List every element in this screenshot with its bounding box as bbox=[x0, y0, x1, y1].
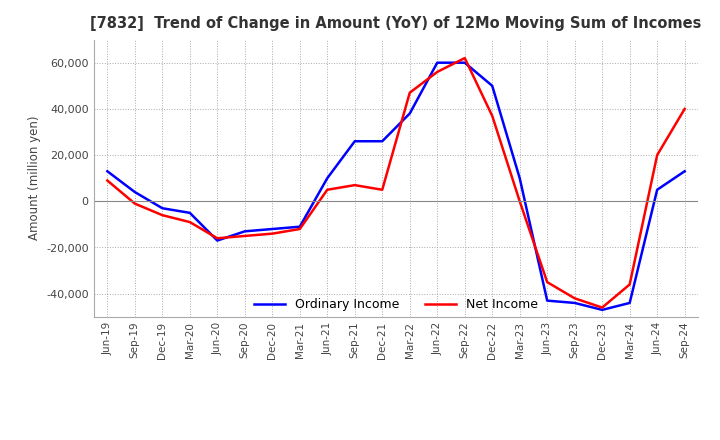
Net Income bbox=[158, 213, 166, 218]
Net Income bbox=[378, 187, 387, 192]
Net Income bbox=[598, 305, 606, 310]
Net Income bbox=[130, 201, 139, 206]
Net Income bbox=[626, 282, 634, 287]
Ordinary Income bbox=[130, 189, 139, 194]
Y-axis label: Amount (million yen): Amount (million yen) bbox=[27, 116, 40, 240]
Legend: Ordinary Income, Net Income: Ordinary Income, Net Income bbox=[249, 293, 543, 316]
Ordinary Income bbox=[103, 169, 112, 174]
Ordinary Income bbox=[543, 298, 552, 303]
Net Income bbox=[103, 178, 112, 183]
Ordinary Income bbox=[351, 139, 359, 144]
Ordinary Income bbox=[516, 176, 524, 181]
Net Income bbox=[213, 235, 222, 241]
Line: Net Income: Net Income bbox=[107, 58, 685, 308]
Net Income bbox=[268, 231, 276, 236]
Ordinary Income bbox=[680, 169, 689, 174]
Net Income bbox=[351, 183, 359, 188]
Ordinary Income bbox=[213, 238, 222, 243]
Title: [7832]  Trend of Change in Amount (YoY) of 12Mo Moving Sum of Incomes: [7832] Trend of Change in Amount (YoY) o… bbox=[90, 16, 702, 32]
Net Income bbox=[405, 90, 414, 95]
Net Income bbox=[240, 233, 249, 238]
Ordinary Income bbox=[488, 83, 497, 88]
Net Income bbox=[680, 106, 689, 111]
Net Income bbox=[488, 113, 497, 118]
Ordinary Income bbox=[240, 229, 249, 234]
Ordinary Income bbox=[186, 210, 194, 216]
Ordinary Income bbox=[295, 224, 304, 229]
Net Income bbox=[186, 220, 194, 225]
Net Income bbox=[653, 152, 662, 158]
Ordinary Income bbox=[433, 60, 441, 65]
Ordinary Income bbox=[626, 300, 634, 305]
Net Income bbox=[543, 279, 552, 285]
Net Income bbox=[460, 55, 469, 61]
Net Income bbox=[516, 198, 524, 204]
Ordinary Income bbox=[653, 187, 662, 192]
Ordinary Income bbox=[158, 205, 166, 211]
Ordinary Income bbox=[405, 111, 414, 116]
Net Income bbox=[323, 187, 332, 192]
Ordinary Income bbox=[268, 226, 276, 231]
Line: Ordinary Income: Ordinary Income bbox=[107, 62, 685, 310]
Ordinary Income bbox=[323, 176, 332, 181]
Ordinary Income bbox=[378, 139, 387, 144]
Net Income bbox=[433, 69, 441, 74]
Net Income bbox=[570, 296, 579, 301]
Ordinary Income bbox=[570, 300, 579, 305]
Ordinary Income bbox=[460, 60, 469, 65]
Ordinary Income bbox=[598, 307, 606, 312]
Net Income bbox=[295, 226, 304, 231]
